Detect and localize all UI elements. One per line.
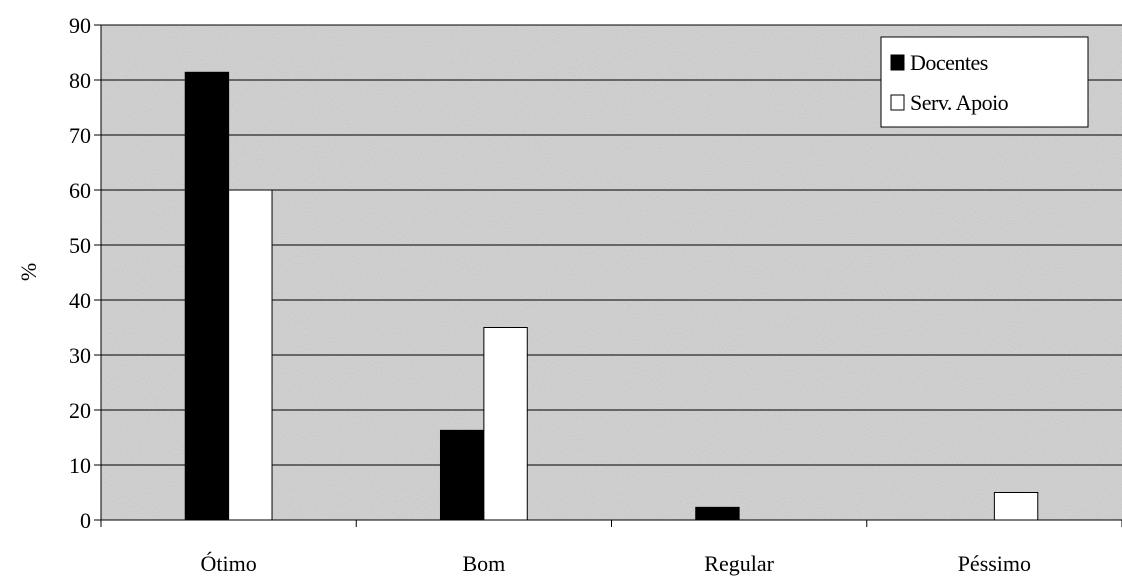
y-tick-labels: 0 10 20 30 40 50 60 70 80 90 (69, 13, 91, 533)
y-tick-label: 30 (69, 343, 91, 368)
x-tick-label: Ótimo (201, 551, 257, 576)
legend-label-serv-apoio: Serv. Apoio (910, 90, 1009, 115)
x-tick-label: Péssimo (958, 551, 1031, 576)
bar-serv-apoio-4 (993, 492, 1039, 521)
legend-swatch-serv-apoio (890, 94, 905, 111)
legend: Docentes Serv. Apoio (880, 36, 1089, 128)
y-tick-label: 0 (80, 508, 91, 533)
x-tick-label: Bom (462, 551, 505, 576)
bar-serv-apoio-2 (483, 327, 528, 521)
y-tick-label: 70 (69, 123, 91, 148)
y-tick-label: 60 (69, 178, 91, 203)
legend-box (880, 36, 1089, 128)
bar-docentes-2 (439, 429, 485, 521)
x-tick-labels: Ótimo Bom Regular Péssimo (201, 551, 1032, 576)
axes (94, 24, 1122, 527)
bar-docentes-1 (184, 71, 230, 521)
bar-serv-apoio-1 (228, 189, 273, 521)
bars (184, 71, 1039, 521)
y-tick-label: 40 (69, 288, 91, 313)
y-tick-label: 50 (69, 233, 91, 258)
y-tick-label: 90 (69, 13, 91, 38)
y-tick-label: 80 (69, 68, 91, 93)
y-tick-label: 10 (69, 453, 91, 478)
y-axis-label: % (16, 263, 41, 281)
legend-label-docentes: Docentes (910, 50, 988, 75)
x-tick-label: Regular (704, 551, 774, 576)
y-tick-label: 20 (69, 398, 91, 423)
legend-swatch-docentes (890, 54, 905, 71)
bar-docentes-3 (695, 506, 740, 521)
